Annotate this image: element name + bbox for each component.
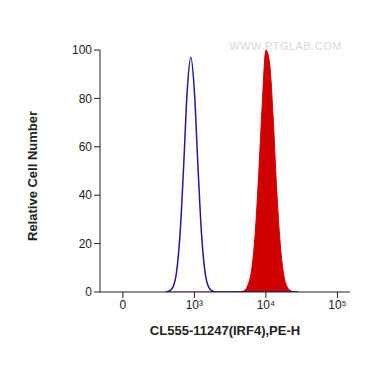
html-text:WWW.PTGLAB.COM: WWW.PTGLAB.COM [229,40,342,52]
svg-text:0: 0 [120,298,127,312]
svg-text:10⁵: 10⁵ [328,298,346,312]
svg-text:80: 80 [79,92,93,106]
svg-text:10⁴: 10⁴ [257,298,276,312]
svg-text:CL555-11247(IRF4),PE-H: CL555-11247(IRF4),PE-H [150,323,300,338]
svg-text:60: 60 [79,140,93,154]
svg-text:10³: 10³ [186,298,203,312]
svg-text:Relative Cell Number: Relative Cell Number [25,111,40,241]
svg-text:0: 0 [85,285,92,299]
svg-text:20: 20 [79,237,93,251]
svg-text:40: 40 [79,188,93,202]
svg-text:100: 100 [72,43,92,57]
